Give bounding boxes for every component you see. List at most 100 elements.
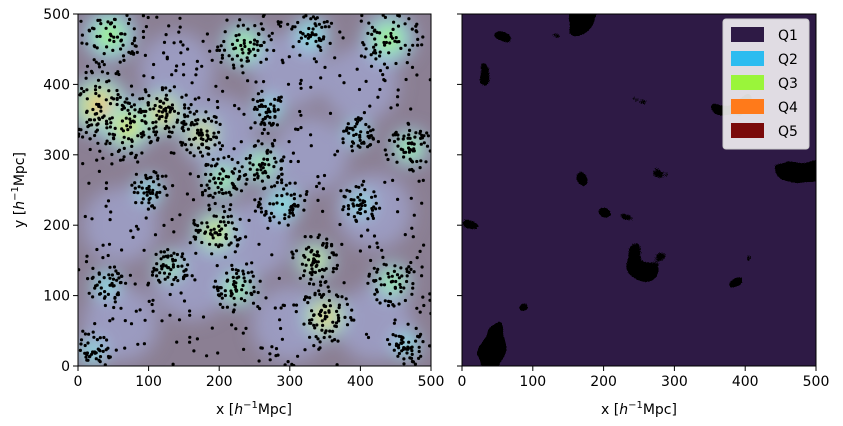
galaxy-point — [165, 193, 169, 197]
galaxy-point — [257, 359, 261, 363]
galaxy-point-layer — [78, 14, 431, 366]
galaxy-point — [393, 318, 397, 322]
galaxy-point — [83, 351, 87, 355]
galaxy-point — [142, 191, 146, 195]
galaxy-point — [342, 194, 346, 198]
galaxy-point — [235, 238, 239, 242]
galaxy-point — [172, 85, 176, 89]
galaxy-point — [217, 176, 221, 181]
galaxy-point — [299, 86, 303, 90]
galaxy-point — [91, 107, 95, 112]
left-y-ticks: 0 100 200 300 400 500 — [43, 7, 78, 375]
galaxy-point — [115, 278, 119, 282]
galaxy-point — [236, 269, 240, 273]
galaxy-point — [335, 263, 339, 267]
galaxy-point — [110, 162, 114, 166]
galaxy-point — [272, 104, 276, 108]
galaxy-point — [280, 202, 284, 206]
galaxy-point — [93, 322, 97, 326]
galaxy-point — [159, 105, 163, 109]
galaxy-point — [287, 215, 291, 219]
galaxy-point — [419, 136, 423, 140]
galaxy-point — [248, 156, 252, 160]
galaxy-point — [234, 327, 238, 331]
galaxy-point — [396, 133, 400, 137]
galaxy-point — [201, 39, 205, 43]
galaxy-point — [312, 253, 316, 257]
galaxy-point — [104, 122, 109, 126]
galaxy-point — [218, 232, 222, 237]
galaxy-point — [337, 316, 341, 320]
galaxy-point — [396, 137, 400, 141]
galaxy-point — [193, 223, 197, 227]
galaxy-point — [245, 56, 249, 60]
galaxy-point — [299, 30, 303, 34]
galaxy-point — [378, 277, 382, 281]
galaxy-point — [308, 296, 312, 300]
galaxy-point — [104, 181, 109, 185]
x-tick-label: 300 — [661, 374, 688, 390]
legend-swatch-q5 — [731, 123, 764, 138]
galaxy-point — [235, 288, 239, 293]
galaxy-point — [246, 79, 250, 83]
galaxy-point — [93, 45, 97, 49]
galaxy-point — [391, 333, 395, 337]
galaxy-point — [177, 318, 182, 322]
galaxy-point — [212, 285, 216, 289]
galaxy-point — [134, 172, 138, 176]
galaxy-point — [132, 27, 136, 31]
galaxy-point — [107, 273, 111, 277]
galaxy-point — [396, 95, 400, 99]
galaxy-point — [215, 264, 219, 268]
galaxy-point — [401, 340, 405, 344]
galaxy-point — [130, 183, 134, 187]
galaxy-point — [327, 298, 331, 303]
galaxy-point — [129, 84, 134, 88]
galaxy-point — [251, 98, 255, 102]
galaxy-point — [313, 293, 317, 297]
galaxy-point — [356, 116, 360, 120]
galaxy-point — [360, 183, 364, 187]
galaxy-point — [133, 155, 137, 160]
galaxy-point — [318, 340, 322, 344]
galaxy-point — [154, 120, 158, 124]
galaxy-point — [258, 279, 262, 283]
galaxy-point — [394, 279, 398, 284]
galaxy-point — [102, 63, 106, 67]
galaxy-point — [193, 136, 197, 140]
galaxy-point — [402, 362, 406, 366]
galaxy-point — [235, 187, 239, 191]
galaxy-point — [84, 130, 88, 135]
galaxy-point — [175, 340, 179, 344]
galaxy-point — [369, 129, 373, 133]
galaxy-point — [413, 135, 417, 139]
galaxy-point — [383, 180, 387, 184]
galaxy-point — [172, 251, 176, 255]
galaxy-point — [264, 296, 268, 300]
galaxy-point — [154, 133, 158, 137]
galaxy-point — [128, 17, 132, 21]
galaxy-point — [261, 166, 265, 170]
y-tick-label: 200 — [43, 218, 70, 234]
galaxy-point — [293, 204, 297, 208]
galaxy-point — [119, 306, 123, 310]
galaxy-point — [372, 234, 377, 238]
galaxy-point — [163, 186, 167, 191]
galaxy-point — [241, 51, 245, 55]
galaxy-point — [129, 120, 133, 124]
galaxy-point — [143, 53, 147, 58]
galaxy-point — [281, 61, 285, 65]
galaxy-point — [130, 144, 134, 148]
galaxy-point — [194, 73, 198, 77]
galaxy-point — [258, 44, 262, 48]
galaxy-point — [274, 354, 278, 358]
galaxy-point — [140, 135, 144, 139]
galaxy-point — [420, 274, 424, 278]
galaxy-point — [153, 103, 157, 108]
galaxy-point — [162, 223, 166, 227]
galaxy-point — [280, 178, 284, 182]
galaxy-point — [349, 198, 353, 202]
galaxy-point — [188, 110, 192, 114]
galaxy-point — [276, 176, 280, 180]
galaxy-point — [407, 52, 411, 57]
